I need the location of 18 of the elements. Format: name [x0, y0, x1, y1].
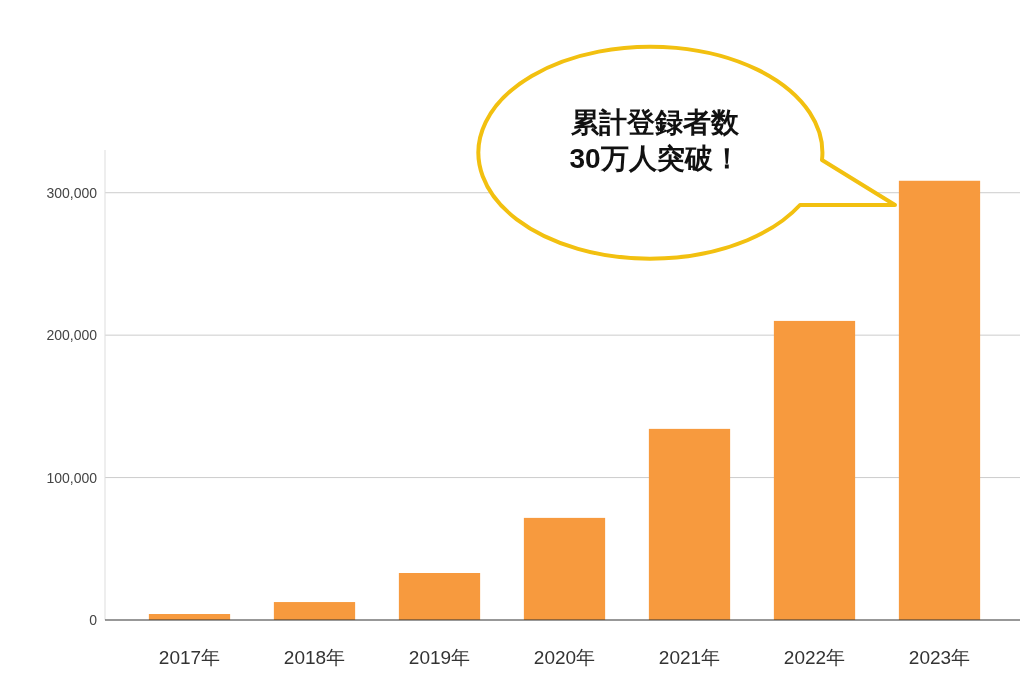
bar — [648, 428, 731, 620]
x-tick-label: 2023年 — [908, 647, 971, 668]
x-tick-label: 2019年 — [408, 647, 471, 668]
x-tick-label: 2018年 — [283, 647, 346, 668]
bar — [398, 573, 481, 620]
bar — [273, 602, 356, 620]
annotation: 累計登録者数 30万人突破！ — [569, 107, 741, 174]
x-tick-label: 2017年 — [158, 647, 221, 668]
bar — [898, 180, 981, 620]
bar — [523, 517, 606, 620]
y-tick-label: 100,000 — [46, 469, 98, 486]
x-tick-label: 2021年 — [658, 647, 721, 668]
y-tick-label: 200,000 — [46, 327, 98, 344]
y-tick-label: 0 — [89, 612, 98, 628]
bar — [773, 320, 856, 620]
y-tick-label: 300,000 — [46, 184, 98, 201]
x-tick-label: 2020年 — [533, 647, 596, 668]
x-tick-label: 2022年 — [783, 647, 846, 668]
